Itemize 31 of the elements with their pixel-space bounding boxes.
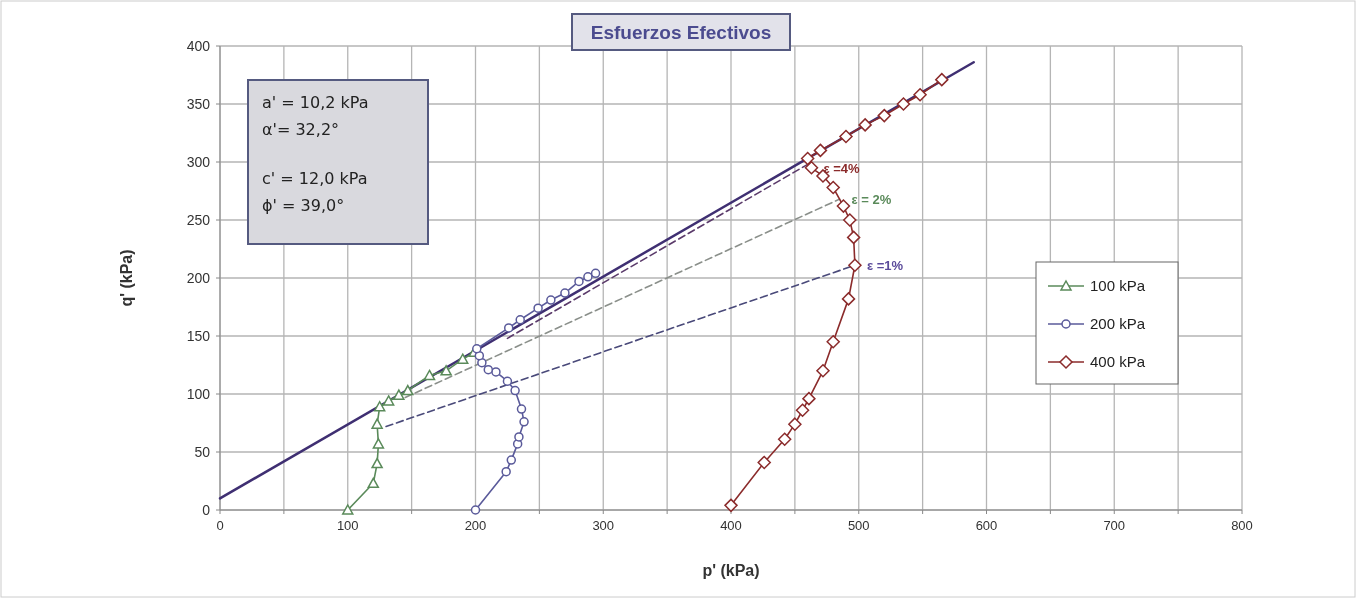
x-tick-label: 200	[464, 518, 487, 533]
x-tick-label: 600	[975, 518, 998, 533]
legend-label: 400 kPa	[1090, 353, 1146, 370]
annotation: ε = 2%	[851, 192, 892, 208]
legend-label: 200 kPa	[1090, 315, 1146, 332]
x-tick-label: 500	[847, 518, 870, 533]
y-tick-label: 250	[186, 212, 211, 228]
y-tick-label: 400	[186, 38, 211, 54]
y-tick-label: 150	[186, 328, 211, 344]
legend-label: 100 kPa	[1090, 277, 1146, 294]
x-tick-label: 0	[216, 518, 224, 533]
annotation: α'= 32,2°	[262, 120, 340, 139]
x-tick-label: 800	[1231, 518, 1253, 533]
annotation: ϕ' = 39,0°	[262, 196, 345, 215]
x-axis-title: p' (kPa)	[702, 562, 760, 579]
y-tick-label: 350	[186, 96, 211, 112]
annotation: a' = 10,2 kPa	[262, 93, 369, 112]
x-tick-label: 700	[1103, 518, 1126, 533]
x-tick-label: 400	[720, 518, 742, 533]
y-tick-label: 300	[186, 154, 211, 170]
title-box: Esfuerzos Efectivos	[571, 13, 791, 51]
y-tick-label: 0	[202, 502, 211, 518]
x-tick-label: 300	[592, 518, 615, 533]
x-tick-label: 100	[336, 518, 359, 533]
annotation: c' = 12,0 kPa	[262, 169, 368, 188]
y-axis-title: q' (kPa)	[118, 249, 135, 307]
y-tick-label: 100	[186, 386, 211, 402]
annotation: ε =1%	[866, 258, 904, 274]
y-tick-label: 200	[186, 270, 211, 286]
y-tick-label: 50	[194, 444, 211, 460]
chart-title: Esfuerzos Efectivos	[590, 22, 772, 43]
